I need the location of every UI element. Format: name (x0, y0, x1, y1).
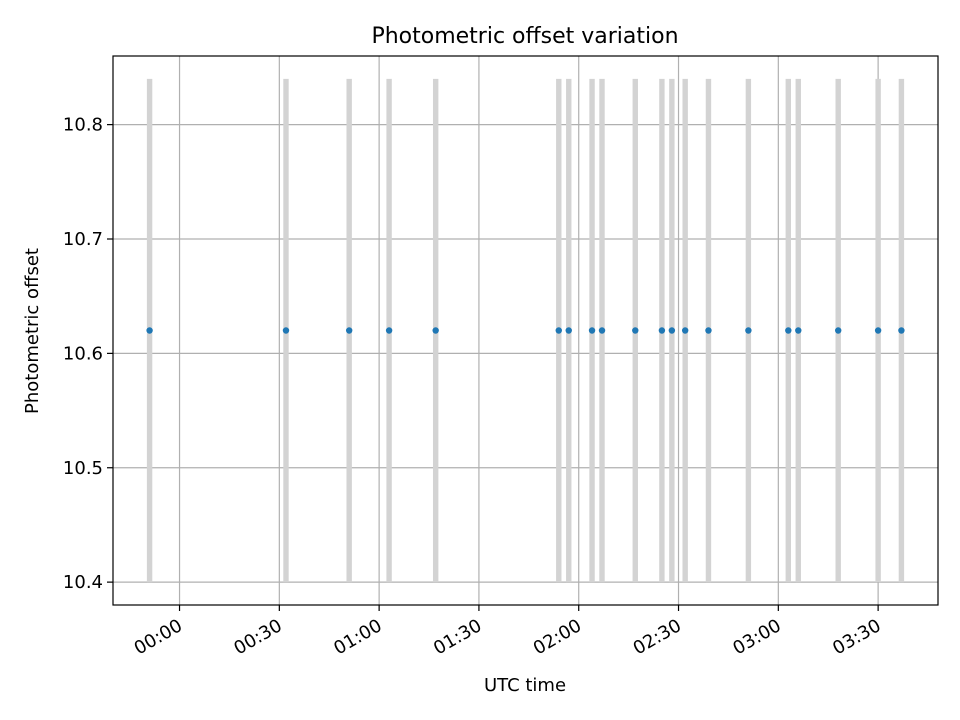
data-point (345, 327, 353, 334)
plot-frame (112, 55, 939, 606)
data-point (785, 327, 792, 334)
data-point (588, 327, 596, 334)
data-point (598, 327, 606, 334)
data-point (432, 327, 439, 334)
y-tick-label: 10.7 (63, 229, 103, 250)
data-point (555, 327, 562, 334)
y-axis: 10.4 10.5 10.6 10.7 10.8 (63, 115, 113, 593)
data-point (668, 327, 676, 334)
y-tick-label: 10.4 (63, 572, 103, 593)
data-point (874, 327, 882, 334)
data-point (835, 327, 842, 334)
data-point (795, 327, 802, 334)
data-point (681, 327, 689, 334)
data-point (385, 327, 393, 334)
data-point (146, 327, 153, 334)
y-tick-label: 10.5 (63, 458, 103, 479)
data-point (898, 327, 905, 334)
data-point (282, 327, 290, 334)
x-axis-label: UTC time (484, 675, 566, 696)
y-tick-label: 10.6 (63, 343, 103, 364)
data-points (146, 327, 905, 334)
data-point (632, 327, 639, 334)
y-tick-label: 10.8 (63, 115, 103, 136)
chart-title: Photometric offset variation (371, 24, 678, 49)
data-point (705, 327, 712, 334)
data-point (565, 327, 572, 334)
y-axis-label: Photometric offset (22, 248, 43, 414)
data-point (745, 327, 752, 334)
data-point (658, 327, 666, 334)
